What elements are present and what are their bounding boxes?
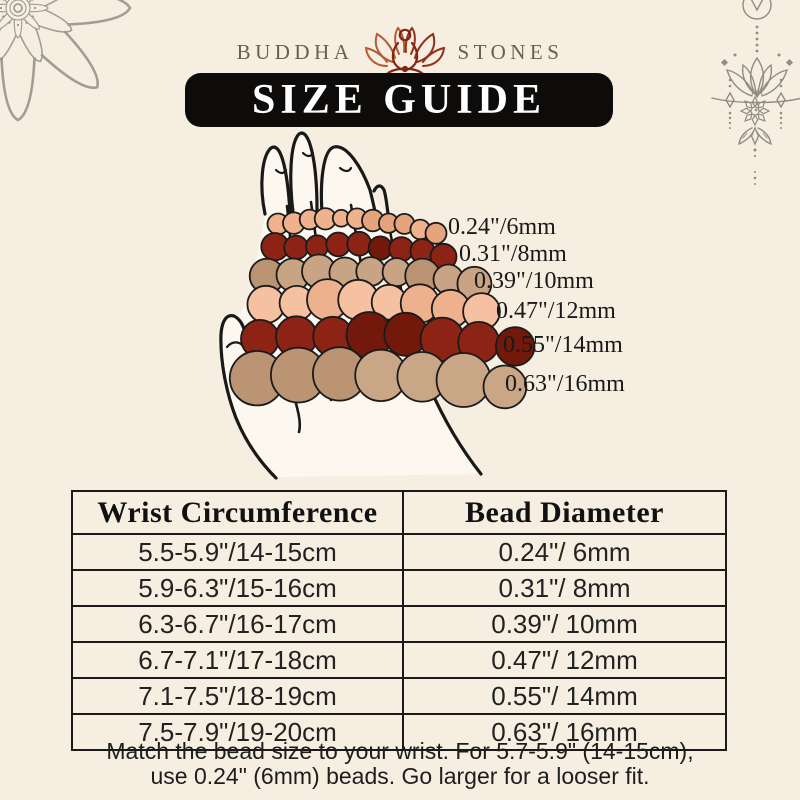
wrist-cell: 6.3-6.7"/16-17cm [71,605,404,643]
wrist-cell: 5.9-6.3"/15-16cm [71,569,404,607]
fit-note-line2: use 0.24" (6mm) beads. Go larger for a l… [150,763,650,789]
fit-note-line1: Match the bead size to your wrist. For 5… [106,738,694,764]
size-table: Wrist Circumference Bead Diameter 5.5-5.… [71,490,727,751]
bead-size-label-8mm: 0.31"/8mm [459,241,567,267]
table-row: 7.5-7.9"/19-20cm 0.63"/ 16mm [71,713,727,751]
bead-size-label-14mm: 0.55"/14mm [503,332,623,358]
bead-cell: 0.47"/ 12mm [402,641,727,679]
bead-cell: 0.31"/ 8mm [402,569,727,607]
bead-cell: 0.55"/ 14mm [402,677,727,715]
bead [283,234,309,261]
bead-cell: 0.24"/ 6mm [402,533,727,571]
bead [346,230,373,257]
bead-cell: 0.63"/ 16mm [402,713,727,751]
table-row: 7.1-7.5"/18-19cm 0.55"/ 14mm [71,677,727,715]
bead [424,221,448,245]
wrist-cell: 7.1-7.5"/18-19cm [71,677,404,715]
col-header-wrist: Wrist Circumference [71,490,404,535]
bead [495,326,536,367]
bead-strands [228,207,536,410]
wrist-cell: 7.5-7.9"/19-20cm [71,713,404,751]
bead-size-label-10mm: 0.39"/10mm [474,268,594,294]
table-row: 5.5-5.9"/14-15cm 0.24"/ 6mm [71,533,727,571]
brand-name-right: STONES [457,39,564,64]
bead-cell: 0.39"/ 10mm [402,605,727,643]
banner-title: SIZE GUIDE [252,77,546,123]
bead [435,352,492,408]
table-row: 5.9-6.3"/15-16cm 0.31"/ 8mm [71,569,727,607]
bead-size-label-16mm: 0.63"/16mm [505,371,625,397]
brand-name-left: BUDDHA [236,39,354,64]
table-row: 6.3-6.7"/16-17cm 0.39"/ 10mm [71,605,727,643]
table-row: 6.7-7.1"/17-18cm 0.47"/ 12mm [71,641,727,679]
brand-logo: BUDDHA [0,24,800,80]
wrist-cell: 5.5-5.9"/14-15cm [71,533,404,571]
size-guide-banner: SIZE GUIDE [185,73,613,127]
bead [482,364,528,410]
table-header-row: Wrist Circumference Bead Diameter [71,490,727,535]
bead-size-label-6mm: 0.24"/6mm [448,214,556,240]
bead-size-label-12mm: 0.47"/12mm [496,298,616,324]
wrist-cell: 6.7-7.1"/17-18cm [71,641,404,679]
col-header-bead: Bead Diameter [402,490,727,535]
fit-note: Match the bead size to your wrist. For 5… [0,739,800,789]
